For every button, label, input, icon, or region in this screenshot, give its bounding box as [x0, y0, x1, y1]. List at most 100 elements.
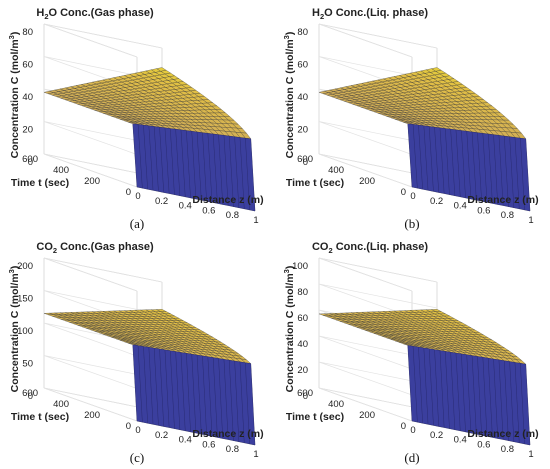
- surface-plot-c: 0 50 100 150 200 0 0.2 0.4 0.6 0.8 1 0 200 400 600 CO2 …: [7, 241, 264, 465]
- tick-labels: 0 20 40 60 80 100 0 0.2 0.4 0.6 0.8 1 0 200 400 600: [292, 261, 534, 460]
- y-axis-label: Time t (sec): [286, 177, 344, 189]
- panel-c: 0 50 100 150 200 0 0.2 0.4 0.6 0.8 1 0 200 400 600 CO2 …: [0, 234, 275, 468]
- panel-caption: (d): [404, 450, 419, 465]
- z-tick-label: 80: [297, 27, 308, 38]
- x-tick-label: 0: [410, 425, 415, 436]
- y-tick-label: 0: [126, 187, 131, 198]
- y-tick-label: 0: [401, 187, 406, 198]
- chart-title: H2O Conc.(Liq. phase): [312, 7, 428, 21]
- z-tick-label: 40: [297, 339, 308, 350]
- z-axis-label: Concentration C (mol/m3): [7, 266, 21, 393]
- grid-line: [318, 387, 438, 422]
- z-tick-label: 100: [17, 326, 33, 337]
- z-tick-label: 20: [22, 125, 33, 136]
- chart-title: CO2 Conc.(Gas phase): [36, 241, 154, 255]
- y-tick-label: 400: [53, 165, 69, 176]
- x-tick-label: 0.4: [454, 435, 467, 446]
- z-tick-label: 0: [28, 391, 33, 402]
- z-axis-label: Concentration C (mol/m3): [282, 32, 296, 159]
- grid-line: [318, 23, 438, 58]
- x-tick-label: 0.6: [202, 205, 215, 216]
- x-tick-label: 0.8: [226, 444, 239, 455]
- y-tick-label: 200: [359, 410, 375, 421]
- grid-line: [43, 153, 163, 188]
- y-tick-label: 600: [297, 154, 313, 165]
- surface-plot-d: 0 20 40 60 80 100 0 0.2 0.4 0.6 0.8 1 0 200 400 600 CO2 …: [282, 241, 539, 465]
- y-tick-label: 0: [401, 421, 406, 432]
- z-tick-label: 0: [303, 157, 308, 168]
- x-axis-label: Distance z (m): [467, 194, 538, 206]
- grid-line: [43, 121, 163, 155]
- front-wall: [132, 344, 256, 446]
- grid-line: [43, 56, 163, 90]
- panel-d: 0 20 40 60 80 100 0 0.2 0.4 0.6 0.8 1 0 200 400 600 CO2 …: [275, 234, 550, 468]
- x-tick-label: 0.6: [202, 439, 215, 450]
- front-wall: [132, 123, 256, 212]
- z-tick-label: 20: [297, 365, 308, 376]
- y-axis-label: Time t (sec): [11, 411, 69, 423]
- panel-caption: (b): [404, 216, 419, 231]
- z-tick-label: 150: [17, 294, 33, 305]
- y-tick-label: 0: [126, 421, 131, 432]
- z-axis-label: Concentration C (mol/m3): [7, 32, 21, 159]
- x-tick-label: 0.4: [454, 201, 467, 212]
- surface-plot-b: 0 20 40 60 80 0 0.2 0.4 0.6 0.8 1 0 200 400 600 H2O Con…: [282, 7, 539, 231]
- panel-caption: (a): [130, 216, 144, 231]
- z-tick-label: 200: [17, 261, 33, 272]
- grid-line: [43, 23, 163, 58]
- grid-line: [318, 335, 438, 370]
- grid-line: [43, 257, 163, 292]
- y-tick-label: 600: [297, 388, 313, 399]
- z-tick-label: 80: [22, 27, 33, 38]
- x-tick-label: 0.2: [430, 430, 443, 441]
- y-tick-label: 200: [84, 410, 100, 421]
- surface-plot-a: 0 20 40 60 80 0 0.2 0.4 0.6 0.8 1 0 200 400 600 H2O Con…: [7, 7, 264, 231]
- grid-line: [318, 56, 438, 90]
- grid-line: [318, 257, 438, 292]
- x-tick-label: 1: [528, 449, 533, 460]
- front-wall-quad: [245, 138, 256, 212]
- grid-line: [43, 355, 163, 389]
- z-tick-label: 0: [28, 157, 33, 168]
- z-tick-label: 60: [297, 60, 308, 71]
- chart-title: H2O Conc.(Gas phase): [36, 7, 154, 21]
- front-wall-quad: [520, 138, 531, 212]
- z-tick-label: 50: [22, 359, 33, 370]
- y-tick-label: 400: [328, 399, 344, 410]
- tick-labels: 0 20 40 60 80 0 0.2 0.4 0.6 0.8 1 0 200 400 600: [297, 27, 534, 226]
- x-tick-label: 0.2: [430, 196, 443, 207]
- panel-a: 0 20 40 60 80 0 0.2 0.4 0.6 0.8 1 0 200 400 600 H2O Con…: [0, 0, 275, 234]
- x-tick-label: 0.4: [179, 435, 192, 446]
- x-tick-label: 0.8: [226, 210, 239, 221]
- front-wall-quad: [245, 362, 256, 446]
- chart-title: CO2 Conc.(Liq. phase): [312, 241, 428, 255]
- tick-labels: 0 20 40 60 80 0 0.2 0.4 0.6 0.8 1 0 200 400 600: [22, 27, 259, 226]
- x-axis-label: Distance z (m): [467, 428, 538, 440]
- front-wall-quad: [520, 363, 531, 446]
- z-axis-label: Concentration C (mol/m3): [282, 266, 296, 393]
- x-tick-label: 0: [410, 191, 415, 202]
- x-tick-label: 0.2: [155, 196, 168, 207]
- z-tick-label: 0: [303, 391, 308, 402]
- y-tick-label: 200: [84, 176, 100, 187]
- y-tick-label: 200: [359, 176, 375, 187]
- tick-labels: 0 50 100 150 200 0 0.2 0.4 0.6 0.8 1 0 200 400 600: [17, 261, 259, 460]
- grid-line: [318, 361, 438, 396]
- x-tick-label: 1: [253, 215, 258, 226]
- x-tick-label: 0: [135, 191, 140, 202]
- panel-caption: (c): [130, 450, 144, 465]
- x-tick-label: 0.8: [501, 444, 514, 455]
- panel-b: 0 20 40 60 80 0 0.2 0.4 0.6 0.8 1 0 200 400 600 H2O Con…: [275, 0, 550, 234]
- x-tick-label: 0: [135, 425, 140, 436]
- z-tick-label: 20: [297, 125, 308, 136]
- x-axis-label: Distance z (m): [192, 428, 263, 440]
- y-tick-label: 600: [22, 154, 38, 165]
- x-tick-label: 0.2: [155, 430, 168, 441]
- y-tick-label: 400: [328, 165, 344, 176]
- grid-line: [318, 121, 438, 155]
- grid-line: [43, 387, 163, 422]
- y-axis-label: Time t (sec): [286, 411, 344, 423]
- grid-line: [318, 283, 438, 318]
- x-tick-label: 1: [253, 449, 258, 460]
- z-tick-label: 60: [297, 313, 308, 324]
